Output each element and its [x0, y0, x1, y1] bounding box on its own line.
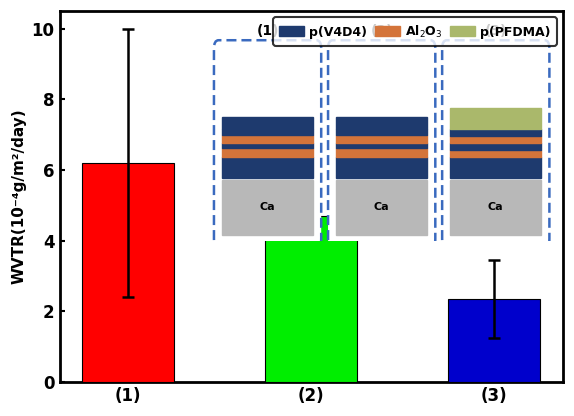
Y-axis label: WVTR(10⁻⁴g/m²/day): WVTR(10⁻⁴g/m²/day) [11, 109, 26, 285]
Legend: p(V4D4), Al$_2$O$_3$, p(PFDMA): p(V4D4), Al$_2$O$_3$, p(PFDMA) [273, 17, 557, 46]
Bar [83, 163, 174, 382]
Bar [448, 299, 540, 382]
Bar [265, 216, 357, 382]
